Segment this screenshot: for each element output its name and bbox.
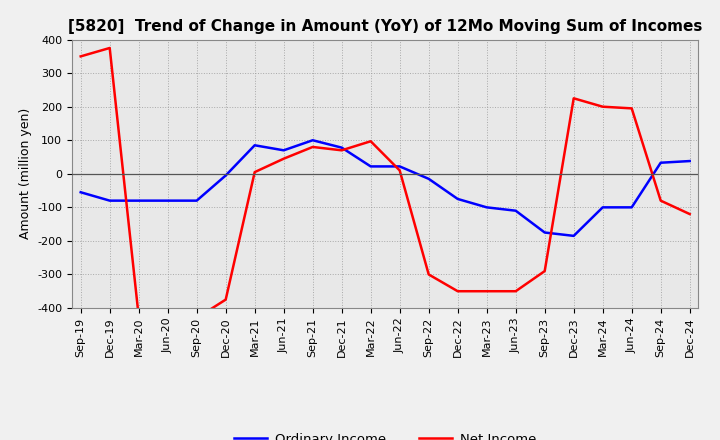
- Line: Net Income: Net Income: [81, 48, 690, 318]
- Ordinary Income: [192, 198, 201, 203]
- Net Income: [627, 106, 636, 111]
- Ordinary Income: [279, 148, 288, 153]
- Ordinary Income: [454, 196, 462, 202]
- Title: [5820]  Trend of Change in Amount (YoY) of 12Mo Moving Sum of Incomes: [5820] Trend of Change in Amount (YoY) o…: [68, 19, 703, 34]
- Net Income: [135, 314, 143, 319]
- Net Income: [685, 211, 694, 216]
- Net Income: [570, 95, 578, 101]
- Net Income: [598, 104, 607, 109]
- Net Income: [251, 169, 259, 175]
- Ordinary Income: [105, 198, 114, 203]
- Ordinary Income: [338, 145, 346, 150]
- Net Income: [338, 148, 346, 153]
- Net Income: [482, 289, 491, 294]
- Net Income: [192, 315, 201, 321]
- Net Income: [511, 289, 520, 294]
- Net Income: [657, 198, 665, 203]
- Legend: Ordinary Income, Net Income: Ordinary Income, Net Income: [229, 427, 541, 440]
- Net Income: [454, 289, 462, 294]
- Ordinary Income: [395, 164, 404, 169]
- Net Income: [541, 268, 549, 274]
- Ordinary Income: [135, 198, 143, 203]
- Ordinary Income: [424, 176, 433, 181]
- Ordinary Income: [570, 233, 578, 238]
- Ordinary Income: [657, 160, 665, 165]
- Y-axis label: Amount (million yen): Amount (million yen): [19, 108, 32, 239]
- Ordinary Income: [482, 205, 491, 210]
- Ordinary Income: [163, 198, 172, 203]
- Net Income: [395, 168, 404, 173]
- Ordinary Income: [308, 138, 317, 143]
- Net Income: [221, 297, 230, 302]
- Line: Ordinary Income: Ordinary Income: [81, 140, 690, 236]
- Ordinary Income: [541, 230, 549, 235]
- Ordinary Income: [76, 190, 85, 195]
- Net Income: [279, 156, 288, 161]
- Net Income: [424, 272, 433, 277]
- Net Income: [163, 315, 172, 321]
- Net Income: [76, 54, 85, 59]
- Ordinary Income: [251, 143, 259, 148]
- Ordinary Income: [221, 173, 230, 178]
- Ordinary Income: [627, 205, 636, 210]
- Ordinary Income: [511, 208, 520, 213]
- Net Income: [105, 45, 114, 51]
- Net Income: [308, 144, 317, 150]
- Ordinary Income: [598, 205, 607, 210]
- Ordinary Income: [685, 158, 694, 164]
- Ordinary Income: [366, 164, 375, 169]
- Net Income: [366, 139, 375, 144]
